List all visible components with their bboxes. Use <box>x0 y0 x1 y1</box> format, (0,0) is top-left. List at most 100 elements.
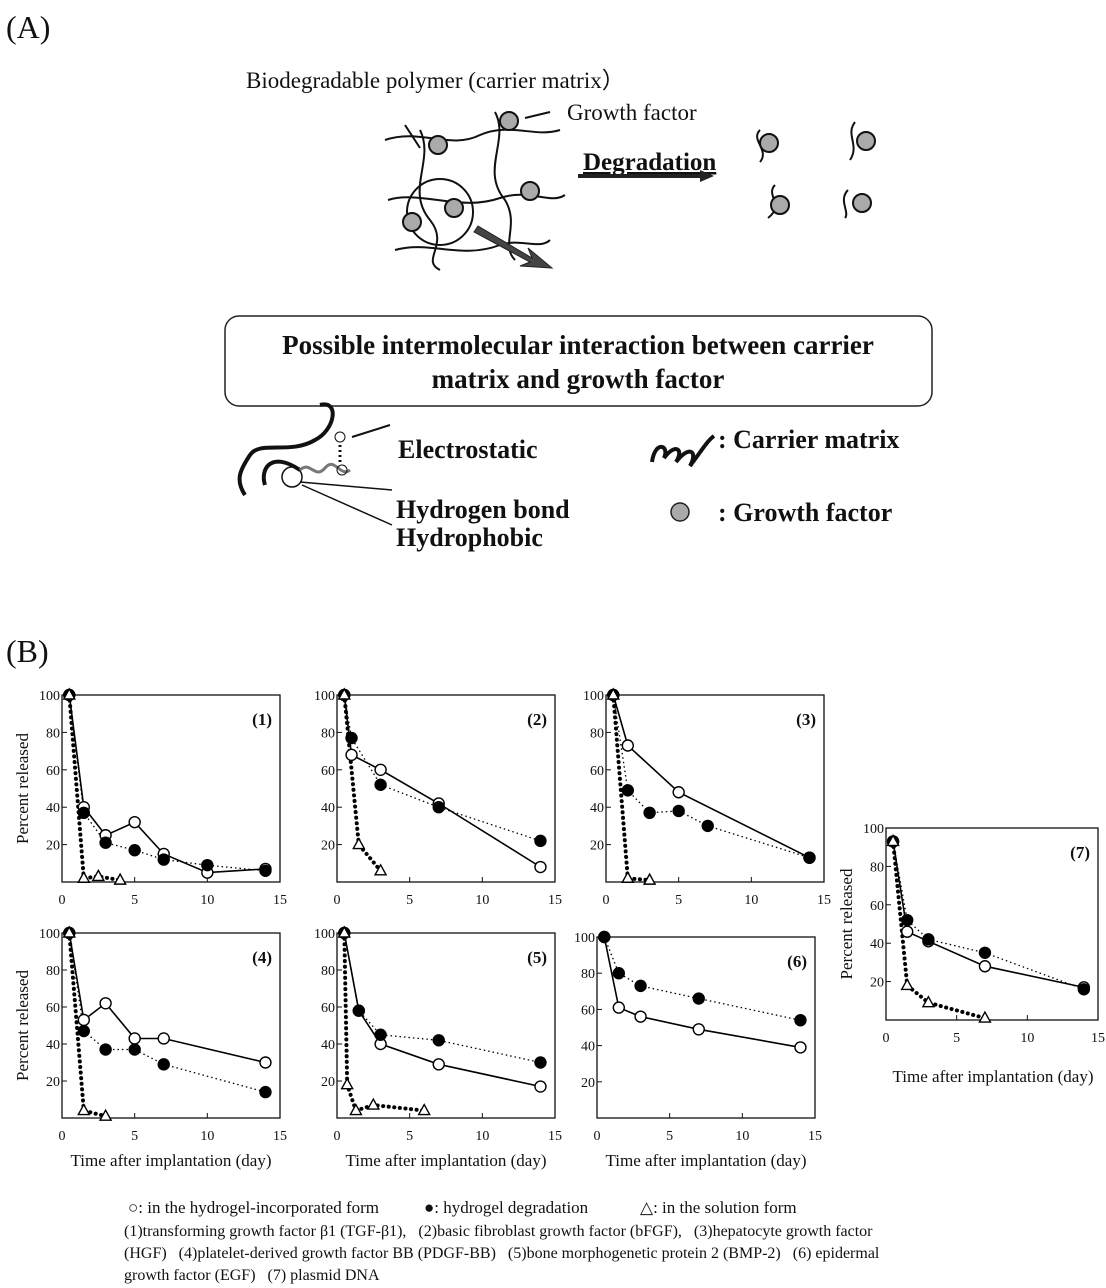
x-tick-label: 0 <box>883 1031 890 1046</box>
data-point <box>432 801 445 814</box>
degradation-label: Degradation <box>583 149 716 176</box>
x-tick-label: 0 <box>334 893 341 908</box>
data-point <box>794 1041 807 1054</box>
panel-number: (4) <box>252 948 272 967</box>
x-tick-label: 5 <box>131 1129 138 1144</box>
y-tick-label: 20 <box>870 976 884 991</box>
x-tick-label: 10 <box>200 893 214 908</box>
data-point <box>900 977 914 991</box>
chart: 0 5 10 15 20 40 60 80 100 (5) Time after implantat… <box>314 925 562 1170</box>
data-point <box>337 925 351 938</box>
data-point <box>373 863 388 876</box>
data-point <box>340 1077 354 1090</box>
data-point <box>157 853 170 866</box>
x-tick-label: 5 <box>675 893 682 908</box>
data-point <box>99 836 112 849</box>
data-point <box>259 1056 272 1069</box>
y-tick-label: 100 <box>39 927 60 942</box>
box-title: matrix and growth factor <box>432 364 725 394</box>
data-point <box>98 1108 113 1121</box>
data-point <box>374 1028 387 1041</box>
y-tick-label: 60 <box>46 1001 60 1016</box>
data-point <box>634 1010 647 1023</box>
y-tick-label: 20 <box>321 1075 335 1090</box>
x-tick-label: 10 <box>1020 1031 1034 1046</box>
data-point <box>113 872 127 885</box>
plot-frame <box>605 694 825 883</box>
y-tick-label: 20 <box>590 839 604 854</box>
data-point <box>534 1080 547 1093</box>
data-point <box>259 1085 272 1099</box>
x-tick-label: 5 <box>406 893 413 908</box>
data-point <box>128 1043 141 1056</box>
y-axis-label: Percent released <box>837 868 856 979</box>
interaction-label: Hydrophobic <box>396 523 543 552</box>
x-tick-label: 5 <box>953 1031 960 1046</box>
box-title: Possible intermolecular interaction betw… <box>282 330 874 360</box>
y-tick-label: 80 <box>321 726 335 741</box>
data-point <box>128 815 141 829</box>
x-tick-label: 15 <box>548 1129 562 1144</box>
y-tick-label: 80 <box>590 726 604 741</box>
data-point <box>612 967 625 980</box>
data-point <box>157 1058 170 1071</box>
chart: 0 5 10 15 20 40 60 80 100 (1) Percent released <box>13 687 287 908</box>
chart: 0 5 10 15 20 40 60 80 100 (7) Percent released Time… <box>837 822 1105 1086</box>
x-axis-label: Time after implantation (day) <box>606 1151 807 1170</box>
data-point <box>922 933 935 946</box>
panel-number: (5) <box>527 948 547 967</box>
data-point <box>91 868 106 882</box>
data-point <box>77 1024 91 1038</box>
series-line <box>612 694 810 859</box>
y-tick-label: 100 <box>39 689 60 704</box>
caption-line: (HGF) (4)platelet-derived growth factor … <box>124 1245 880 1262</box>
caption-legend: ●: hydrogel degradation <box>424 1198 589 1217</box>
y-tick-label: 80 <box>46 726 60 741</box>
x-tick-label: 10 <box>475 1129 489 1144</box>
x-tick-label: 15 <box>817 893 831 908</box>
data-point <box>598 930 611 944</box>
data-point <box>794 1014 807 1027</box>
data-point <box>1077 983 1091 996</box>
y-tick-label: 40 <box>46 801 60 816</box>
y-tick-label: 20 <box>581 1076 595 1091</box>
y-tick-label: 80 <box>46 964 60 979</box>
y-tick-label: 20 <box>46 839 60 854</box>
plot-frame <box>61 932 281 1119</box>
y-tick-label: 80 <box>581 967 595 982</box>
zoom-arrow <box>473 225 554 269</box>
series-line <box>891 839 987 1021</box>
panel-number: (6) <box>787 952 807 971</box>
data-point <box>534 1056 547 1069</box>
y-tick-label: 40 <box>46 1038 60 1053</box>
data-point <box>345 731 358 745</box>
fragments <box>756 121 876 219</box>
y-tick-label: 100 <box>314 927 335 942</box>
data-point <box>701 819 714 833</box>
plot-frame <box>885 827 1099 1021</box>
chart: 0 5 10 15 20 40 60 80 100 (6) Time after implantat… <box>574 930 822 1170</box>
panel-label: (B) <box>6 633 49 669</box>
polymer-label: Biodegradable polymer (carrier matrix） <box>246 68 625 93</box>
data-point <box>99 997 112 1010</box>
y-axis-label: Percent released <box>13 733 32 844</box>
x-tick-label: 0 <box>334 1129 341 1144</box>
plot-frame <box>336 932 556 1119</box>
x-axis-label: Time after implantation (day) <box>346 1151 547 1170</box>
y-tick-label: 60 <box>581 1003 595 1018</box>
panel-number: (1) <box>252 710 272 729</box>
series-line <box>67 693 123 883</box>
data-point <box>432 1034 445 1047</box>
y-tick-label: 60 <box>590 764 604 779</box>
data-point <box>886 833 900 847</box>
legend-label: : Carrier matrix <box>718 425 899 454</box>
data-point <box>352 837 366 850</box>
data-point <box>62 925 76 938</box>
data-point <box>157 1032 170 1045</box>
x-tick-label: 5 <box>131 893 138 908</box>
data-point <box>606 687 620 700</box>
y-tick-label: 40 <box>321 1038 335 1053</box>
y-tick-label: 40 <box>870 937 884 952</box>
y-tick-label: 80 <box>870 860 884 875</box>
